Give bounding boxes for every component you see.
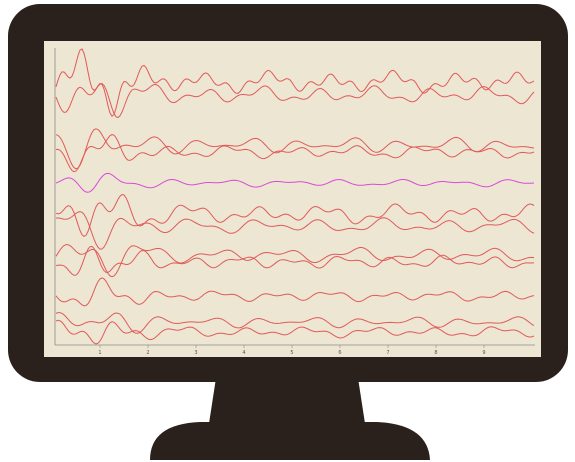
waveform bbox=[55, 244, 535, 278]
waveform bbox=[55, 134, 535, 173]
x-tick-label: 8 bbox=[434, 350, 437, 356]
waveforms bbox=[55, 48, 535, 345]
x-tick-label: 2 bbox=[146, 350, 149, 356]
waveform bbox=[55, 277, 535, 307]
x-tick-label: 7 bbox=[386, 350, 389, 356]
x-tick-label: 6 bbox=[338, 350, 341, 356]
waveform bbox=[55, 83, 535, 119]
x-tick-label: 9 bbox=[482, 350, 485, 356]
waveform bbox=[55, 245, 535, 276]
waveform bbox=[55, 48, 535, 117]
waveform bbox=[55, 172, 535, 193]
monitor-base bbox=[150, 422, 430, 460]
waveform bbox=[55, 319, 535, 345]
waveform bbox=[55, 312, 535, 334]
x-tick-label: 4 bbox=[242, 350, 245, 356]
x-tick-label: 5 bbox=[290, 350, 293, 356]
x-tick-label: 1 bbox=[98, 350, 101, 356]
waveform bbox=[55, 193, 535, 238]
x-ticks: 1 2 3 4 5 6 7 8 9 bbox=[98, 345, 486, 356]
waveform bbox=[55, 211, 535, 250]
waveform bbox=[55, 128, 535, 170]
x-tick-label: 3 bbox=[194, 350, 197, 356]
